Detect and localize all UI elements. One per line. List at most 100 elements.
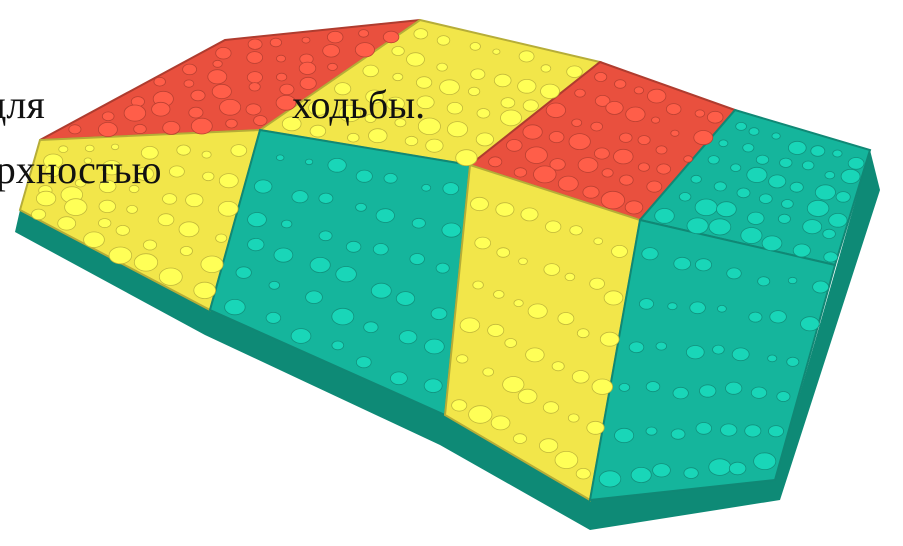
mat-bump	[409, 253, 425, 265]
mat-bump	[726, 267, 742, 280]
mat-bump	[787, 276, 798, 285]
mat-bump	[753, 452, 777, 471]
mat-bump	[309, 124, 327, 138]
mat-bump	[586, 420, 605, 435]
mat-bump	[142, 239, 157, 251]
mat-bump	[569, 225, 583, 236]
mat-bump	[31, 208, 47, 221]
mat-bump	[162, 193, 178, 205]
mat-bump	[472, 280, 484, 290]
mat-bump	[527, 303, 548, 319]
mat-bump	[253, 115, 268, 126]
mat-bump	[467, 86, 481, 97]
mat-bump	[520, 207, 539, 222]
mat-bump	[713, 181, 727, 192]
mat-bump	[327, 158, 347, 173]
mat-bump	[683, 155, 693, 163]
mat-bump	[476, 108, 491, 119]
mat-bump	[678, 192, 692, 202]
mat-bump	[279, 83, 295, 96]
mat-bump	[265, 311, 282, 324]
mat-bump	[557, 312, 575, 325]
mat-bump	[111, 143, 120, 151]
mat-bump	[423, 378, 443, 393]
mat-bump	[822, 228, 836, 239]
mat-bump	[372, 243, 389, 256]
mat-bump	[83, 157, 93, 165]
mat-tiles	[15, 18, 880, 530]
mat-bump	[605, 101, 624, 115]
mat-bump	[600, 190, 626, 210]
mat-bump	[568, 133, 591, 151]
mat-bump	[281, 116, 302, 132]
mat-bump	[395, 291, 416, 306]
mat-bump	[298, 61, 317, 75]
mat-bump	[694, 109, 706, 118]
mat-bump	[404, 135, 419, 147]
mat-bump	[590, 121, 603, 132]
mat-bump	[647, 88, 667, 104]
mat-bump	[190, 117, 213, 135]
mat-bump	[717, 304, 727, 313]
mat-bump	[545, 220, 562, 233]
mat-bump	[493, 73, 512, 88]
mat-bump	[630, 466, 652, 483]
mat-bump	[281, 219, 293, 229]
mat-bump	[787, 140, 807, 155]
mat-bump	[247, 38, 263, 50]
mat-bump	[718, 139, 729, 148]
mat-bump	[331, 340, 345, 351]
mat-bump	[495, 202, 515, 217]
mat-bump	[162, 121, 181, 135]
mat-bump	[598, 470, 622, 488]
mat-bump	[768, 174, 787, 189]
mat-bump	[439, 79, 460, 95]
mat-bump	[64, 198, 88, 216]
mat-bump	[594, 147, 610, 160]
mat-bump	[416, 95, 435, 110]
mat-bump	[789, 181, 804, 193]
mat-bump	[840, 168, 861, 184]
mat-bump	[517, 79, 537, 94]
mat-bump	[487, 323, 505, 337]
mat-bump	[847, 157, 865, 170]
mat-bump	[327, 62, 338, 71]
mat-bump	[613, 148, 634, 165]
mat-bump	[488, 156, 503, 168]
mat-bump	[699, 384, 717, 398]
mat-bump	[812, 280, 829, 294]
mat-bump	[273, 247, 294, 263]
mat-bump	[276, 154, 285, 161]
mat-bump	[290, 328, 312, 344]
mat-bump	[128, 184, 140, 194]
mat-bump	[513, 433, 528, 444]
mat-bump	[83, 231, 105, 248]
mat-bump	[810, 145, 826, 157]
mat-bump	[666, 103, 682, 115]
mat-bump	[744, 424, 762, 438]
mat-bump	[301, 36, 311, 44]
mat-bump	[506, 139, 523, 152]
mat-bump	[835, 191, 851, 203]
mat-bump	[327, 30, 344, 44]
mat-bump	[215, 47, 232, 60]
mat-bump	[746, 166, 768, 183]
mat-bump	[548, 131, 565, 144]
mat-bump	[248, 82, 261, 92]
mat-bump	[459, 317, 481, 333]
mat-bump	[690, 174, 702, 184]
mat-bumps	[31, 28, 865, 488]
mat-bump	[672, 386, 689, 400]
mat-bump	[571, 118, 583, 127]
mat-bump	[101, 160, 122, 176]
mat-bump	[601, 168, 614, 178]
mat-bump	[126, 204, 138, 214]
mat-bump	[720, 423, 738, 437]
mat-bump	[575, 468, 591, 480]
mat-bump	[212, 59, 223, 68]
mat-bump	[179, 245, 193, 256]
mat-bump	[742, 143, 755, 153]
mat-bump	[735, 122, 747, 131]
mat-bump	[761, 235, 783, 252]
